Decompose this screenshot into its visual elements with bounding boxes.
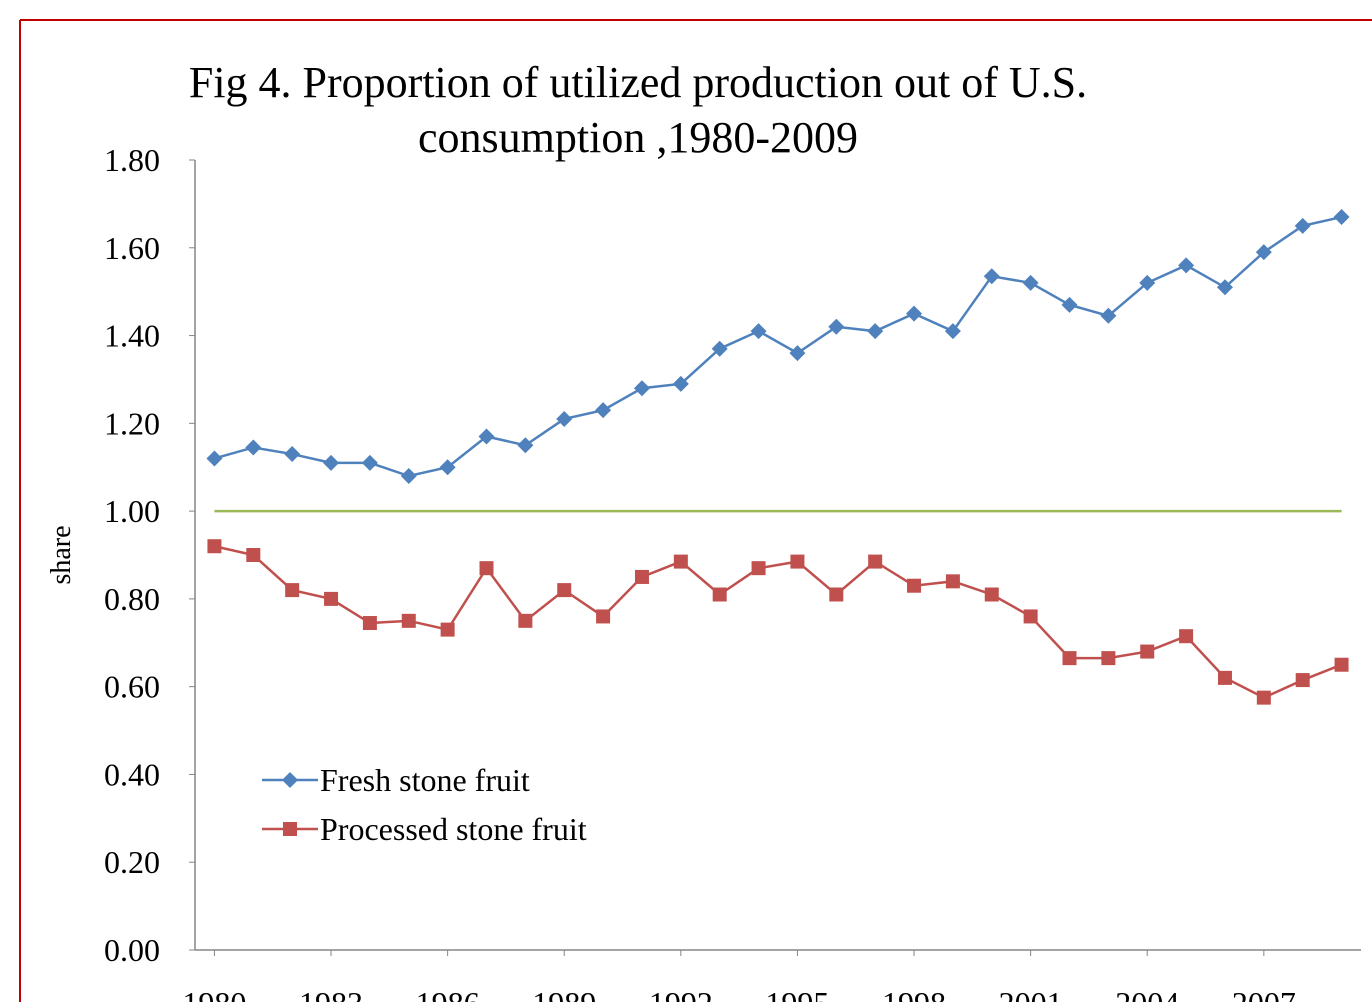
y-tick-label: 0.20 [104,844,160,880]
marker [867,323,884,340]
y-tick-label: 0.00 [104,932,160,968]
marker [790,554,805,569]
marker [1101,651,1116,666]
marker [207,539,222,554]
marker [556,410,573,427]
marker [596,609,611,624]
x-tick-label: 1983 [299,985,363,1002]
marker [401,613,416,628]
marker [1333,209,1350,226]
marker [517,437,534,454]
marker [206,450,223,467]
marker [1334,657,1349,672]
marker [829,587,844,602]
marker [868,554,883,569]
y-tick-label: 1.80 [104,142,160,178]
marker [711,340,728,357]
marker [362,616,377,631]
marker [245,439,262,456]
x-tick-label: 1992 [649,985,713,1002]
marker [1255,244,1272,261]
y-tick-label: 1.20 [104,405,160,441]
marker [983,268,1000,285]
marker [828,318,845,335]
y-tick-label: 0.80 [104,581,160,617]
legend-label: Processed stone fruit [320,811,587,847]
marker [1294,217,1311,234]
x-tick-label: 2001 [999,985,1063,1002]
y-tick-label: 1.60 [104,230,160,266]
marker [984,587,999,602]
marker [400,468,417,484]
marker [634,569,649,584]
marker [907,578,922,593]
marker [361,454,378,471]
x-tick-label: 2004 [1115,985,1179,1002]
marker [673,554,688,569]
marker [1022,274,1039,291]
marker [1179,629,1194,644]
y-tick-label: 0.60 [104,669,160,705]
chart-title: consumption ,1980-2009 [418,113,858,162]
marker [789,345,806,362]
x-tick-label: 1998 [882,985,946,1002]
series-line [214,545,1343,700]
marker [284,446,301,463]
marker [518,613,533,628]
marker [1256,690,1271,705]
marker [906,305,923,322]
x-tick-label: 1980 [182,985,246,1002]
y-tick-label: 1.00 [104,493,160,529]
marker [478,428,495,445]
x-tick-label: 1986 [416,985,480,1002]
marker [323,454,340,471]
y-tick-label: 0.40 [104,756,160,792]
marker [751,561,766,576]
marker [712,587,727,602]
chart-title: Fig 4. Proportion of utilized production… [189,58,1087,107]
legend-marker [282,772,298,788]
marker [750,323,767,340]
y-tick-label: 1.40 [104,318,160,354]
marker [440,622,455,637]
marker [439,459,456,476]
marker [324,591,339,606]
marker [1217,670,1232,685]
marker [479,561,494,576]
x-tick-label: 1995 [765,985,829,1002]
marker [1178,257,1195,274]
marker [672,375,689,392]
marker [1100,307,1117,324]
marker [945,574,960,589]
marker [557,583,572,598]
legend-label: Fresh stone fruit [320,762,530,798]
marker [1062,651,1077,666]
series-line [214,215,1342,478]
marker [1061,296,1078,313]
marker [633,380,650,397]
marker [1023,609,1038,624]
marker [246,548,261,562]
marker [1140,644,1155,659]
marker [285,583,300,598]
marker [1139,274,1156,291]
marker [1295,673,1310,688]
y-axis-label: share [46,525,77,584]
x-tick-label: 2007 [1232,985,1296,1002]
marker [1216,279,1233,296]
x-tick-label: 1989 [532,985,596,1002]
marker [595,402,612,419]
marker [944,323,961,340]
legend-marker [283,822,297,836]
